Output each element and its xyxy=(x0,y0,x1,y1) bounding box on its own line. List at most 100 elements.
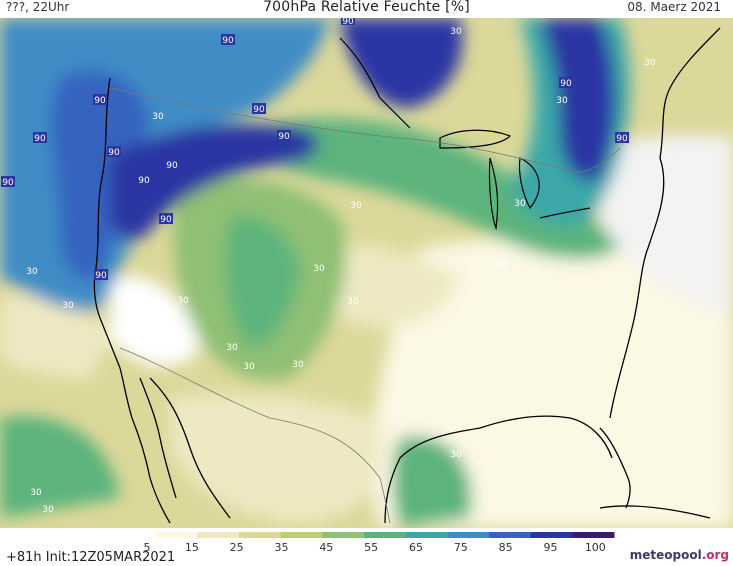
svg-text:30: 30 xyxy=(177,296,189,306)
legend-swatch xyxy=(322,532,365,538)
moist-gulf xyxy=(392,436,472,528)
contour-label-30: 30 xyxy=(42,505,54,515)
dry-zone-california xyxy=(110,276,200,367)
svg-text:90: 90 xyxy=(342,18,354,27)
svg-text:90: 90 xyxy=(166,161,178,171)
svg-text:90: 90 xyxy=(253,105,265,115)
moist-interior-core xyxy=(226,216,300,348)
color-legend: 5 15 25 35 45 55 65 75 85 95 100 xyxy=(124,532,615,554)
legend-swatch xyxy=(447,532,490,538)
legend-tick-label: 100 xyxy=(585,541,606,554)
legend-swatch xyxy=(124,532,156,538)
legend-swatch xyxy=(405,532,448,538)
legend-tick-label: 45 xyxy=(319,541,333,554)
us-canada-border xyxy=(109,87,621,173)
legend-tick-label: 25 xyxy=(230,541,244,554)
moist-pacific-core xyxy=(51,70,150,281)
meteopool-logo[interactable]: meteopool.org xyxy=(630,548,729,562)
legend-swatch xyxy=(155,532,198,538)
contour-labels: 90 90 90 90 90 90 90 90 90 90 90 90 90 9… xyxy=(1,18,656,515)
contour-label-90: 90 xyxy=(277,130,291,142)
contour-label-30: 30 xyxy=(26,267,38,277)
svg-text:90: 90 xyxy=(138,176,150,186)
east-coast xyxy=(609,27,721,419)
legend-tick-label: 75 xyxy=(454,541,468,554)
contour-label-30: 30 xyxy=(156,343,168,353)
contour-label-90: 90 xyxy=(559,77,573,89)
svg-text:30: 30 xyxy=(152,112,164,122)
legend-tick-label: 5 xyxy=(144,541,151,554)
west-coastline xyxy=(93,77,171,524)
svg-text:30: 30 xyxy=(26,267,38,277)
svg-text:30: 30 xyxy=(30,488,42,498)
svg-text:30: 30 xyxy=(347,297,359,307)
init-time-label: +81h Init:12Z05MAR2021 xyxy=(6,550,176,565)
us-mexico-border xyxy=(119,347,391,524)
humidity-field xyxy=(0,18,733,528)
svg-text:30: 30 xyxy=(450,450,462,460)
legend-swatch xyxy=(489,532,532,538)
svg-text:30: 30 xyxy=(313,264,325,274)
contour-label-90: 90 xyxy=(615,132,629,144)
contour-label-90: 90 xyxy=(165,159,179,171)
contour-label-90: 90 xyxy=(93,94,107,106)
contour-label-30: 30 xyxy=(644,58,656,68)
contour-label-30: 30 xyxy=(30,488,42,498)
borders xyxy=(109,87,621,524)
legend-tick-label: 65 xyxy=(409,541,423,554)
moist-rockies-arc xyxy=(110,124,319,241)
baja-peninsula xyxy=(139,377,177,499)
contour-label-30: 30 xyxy=(350,201,362,211)
svg-text:30: 30 xyxy=(350,201,362,211)
coastlines xyxy=(93,27,721,524)
legend-tick-label: 35 xyxy=(274,541,288,554)
contour-label-90: 90 xyxy=(341,18,355,27)
lake-superior xyxy=(439,129,512,149)
legend-swatch xyxy=(364,532,407,538)
contour-label-30: 30 xyxy=(243,362,255,372)
svg-text:30: 30 xyxy=(156,343,168,353)
contour-label-90: 90 xyxy=(33,132,47,144)
svg-text:30: 30 xyxy=(62,301,74,311)
date-label: 08. Maerz 2021 xyxy=(627,0,721,14)
legend-tick-label: 95 xyxy=(543,541,557,554)
contour-label-30: 30 xyxy=(292,360,304,370)
contour-label-90: 90 xyxy=(159,213,173,225)
svg-text:90: 90 xyxy=(616,134,628,144)
svg-text:30: 30 xyxy=(496,260,508,270)
dry-zone-plains xyxy=(320,245,460,328)
contour-label-30: 30 xyxy=(347,297,359,307)
svg-text:90: 90 xyxy=(34,134,46,144)
cuba xyxy=(599,505,711,519)
legend-swatch xyxy=(530,532,573,538)
svg-text:30: 30 xyxy=(226,343,238,353)
contour-label-90: 90 xyxy=(137,174,151,186)
mexico-west-coast xyxy=(149,377,231,519)
contour-label-90: 90 xyxy=(221,34,235,46)
svg-text:90: 90 xyxy=(160,215,172,225)
great-lakes xyxy=(339,37,591,231)
legend-swatch xyxy=(197,532,240,538)
contour-label-30: 30 xyxy=(496,260,508,270)
contour-label-90: 90 xyxy=(107,146,121,158)
svg-text:90: 90 xyxy=(222,36,234,46)
contour-label-90: 90 xyxy=(1,176,15,188)
legend-tick-label: 55 xyxy=(364,541,378,554)
svg-text:30: 30 xyxy=(292,360,304,370)
svg-text:90: 90 xyxy=(560,79,572,89)
contour-label-30: 30 xyxy=(514,199,526,209)
contour-label-30: 30 xyxy=(556,96,568,106)
svg-text:30: 30 xyxy=(450,27,462,37)
logo-text: meteopool xyxy=(629,548,702,562)
svg-text:90: 90 xyxy=(278,132,290,142)
contour-label-30: 30 xyxy=(450,27,462,37)
svg-text:90: 90 xyxy=(2,178,14,188)
svg-text:90: 90 xyxy=(94,96,106,106)
dry-zone-pacific-sw xyxy=(0,295,110,378)
map-title: 700hPa Relative Feuchte [%] xyxy=(263,0,470,15)
legend-swatch xyxy=(239,532,282,538)
contour-label-30: 30 xyxy=(226,343,238,353)
header: ???, 22Uhr 700hPa Relative Feuchte [%] 0… xyxy=(0,0,733,18)
moist-band-north xyxy=(250,118,620,259)
contour-label-30: 30 xyxy=(152,112,164,122)
